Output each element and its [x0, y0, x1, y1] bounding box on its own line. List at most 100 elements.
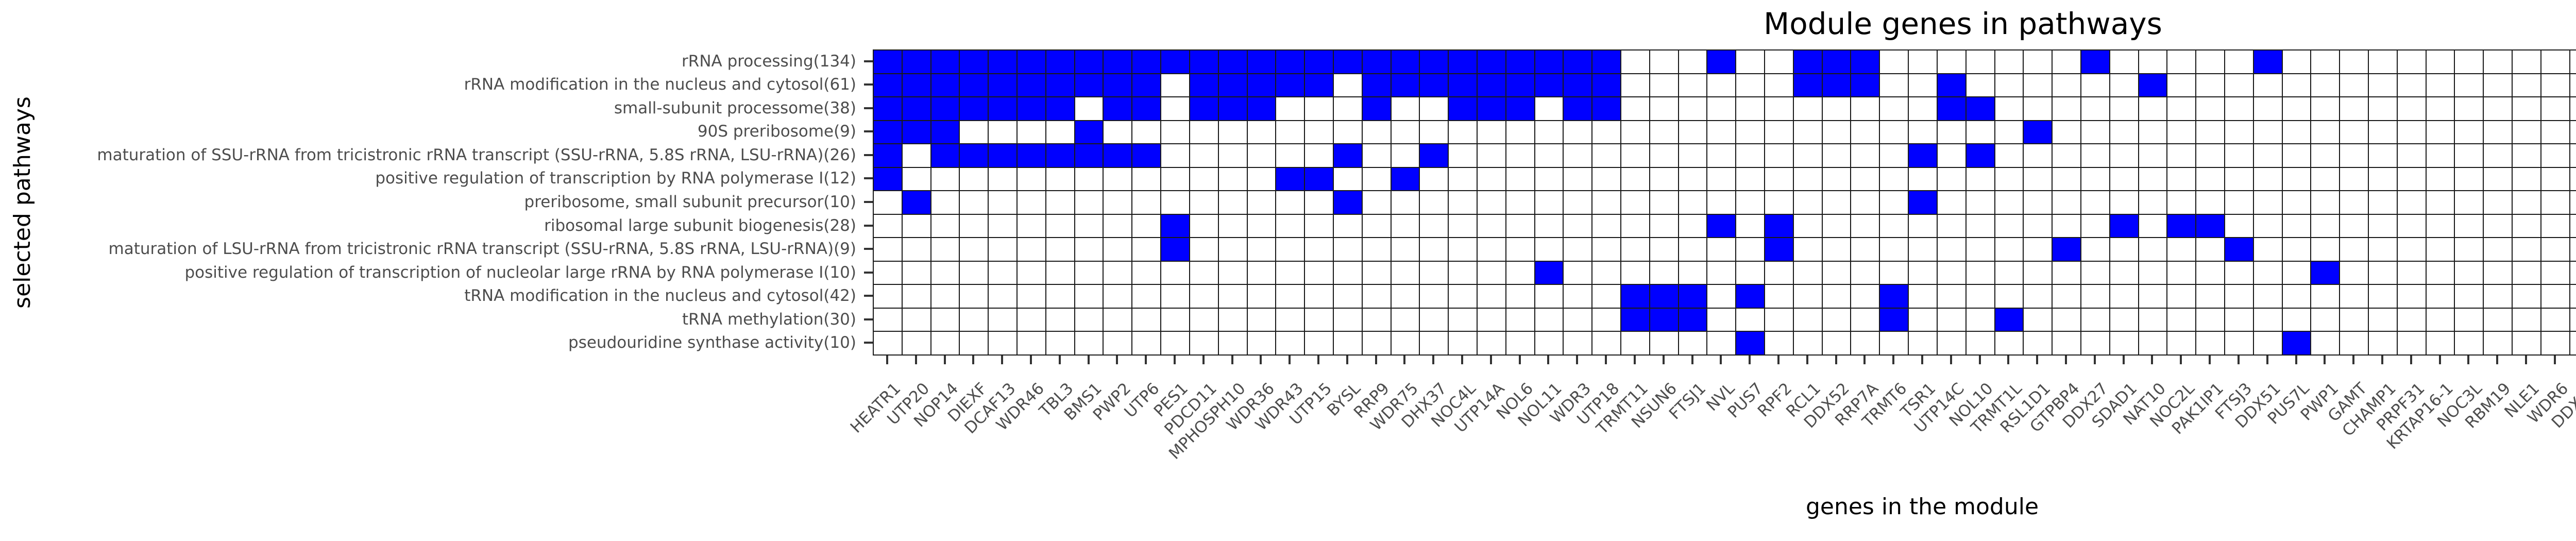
heatmap-cell — [2368, 308, 2397, 332]
heatmap-cell — [2397, 261, 2426, 285]
heatmap-cell — [1333, 308, 1362, 332]
heatmap-cell — [2253, 308, 2282, 332]
heatmap-cell — [1477, 308, 1506, 332]
heatmap-cell — [2454, 261, 2484, 285]
heatmap-cell — [1678, 308, 1707, 332]
heatmap-cell — [1879, 331, 1909, 355]
heatmap-cell — [1247, 214, 1276, 238]
heatmap-cell — [1103, 261, 1132, 285]
heatmap-cell — [1505, 120, 1535, 144]
heatmap-cell — [1189, 284, 1218, 308]
y-axis-label: tRNA modification in the nucleus and cyt… — [464, 286, 856, 306]
heatmap-cell — [1017, 214, 1046, 238]
heatmap-cell — [1563, 284, 1592, 308]
heatmap-cell — [1994, 261, 2024, 285]
heatmap-cell — [1074, 50, 1104, 74]
heatmap-cell — [1045, 97, 1075, 121]
heatmap-cell — [1534, 73, 1564, 97]
heatmap-cell — [1362, 331, 1391, 355]
heatmap-cell — [1678, 191, 1707, 214]
heatmap-cell — [1736, 73, 1765, 97]
heatmap-cell — [2368, 284, 2397, 308]
heatmap-cell — [1391, 167, 1420, 191]
heatmap-cell — [1707, 120, 1736, 144]
heatmap-cell — [2454, 214, 2484, 238]
heatmap-cell — [1678, 50, 1707, 74]
heatmap-cell — [1765, 73, 1793, 97]
y-axis-label: positive regulation of transcription of … — [184, 263, 856, 282]
heatmap-cell — [2569, 73, 2576, 97]
y-axis-label: pseudouridine synthase activity(10) — [568, 333, 856, 352]
heatmap-cell — [1621, 331, 1650, 355]
heatmap-cell — [2023, 167, 2053, 191]
heatmap-cell — [2483, 284, 2513, 308]
heatmap-cell — [1678, 73, 1707, 97]
heatmap-cell — [2253, 97, 2282, 121]
heatmap-cell — [2023, 50, 2053, 74]
heatmap-cell — [2196, 167, 2225, 191]
heatmap-cell — [1161, 331, 1190, 355]
heatmap-cell — [1477, 284, 1506, 308]
heatmap-cell — [1908, 97, 1937, 121]
heatmap-cell — [873, 97, 902, 121]
heatmap-cell — [2080, 261, 2110, 285]
heatmap-cell — [2540, 50, 2570, 74]
heatmap-cell — [1276, 97, 1305, 121]
heatmap-cell — [2109, 284, 2139, 308]
heatmap-cell — [1477, 120, 1506, 144]
heatmap-cell — [1362, 284, 1391, 308]
heatmap-cell — [1132, 120, 1161, 144]
heatmap-cell — [2080, 50, 2110, 74]
heatmap-cell — [1045, 191, 1075, 214]
heatmap-cell — [2023, 120, 2053, 144]
heatmap-cell — [1045, 167, 1075, 191]
heatmap-cell — [2512, 261, 2541, 285]
heatmap-cell — [2512, 214, 2541, 238]
heatmap-cell — [1879, 191, 1909, 214]
heatmap-cell — [2368, 50, 2397, 74]
heatmap-cell — [1045, 144, 1075, 167]
heatmap-cell — [1419, 167, 1449, 191]
heatmap-cell — [1621, 214, 1650, 238]
heatmap-cell — [2080, 331, 2110, 355]
heatmap-cell — [1477, 191, 1506, 214]
heatmap-cell — [2138, 144, 2167, 167]
heatmap-cell — [1793, 120, 1822, 144]
heatmap-cell — [2052, 191, 2081, 214]
x-tick — [1720, 356, 1722, 364]
heatmap-cell — [1448, 120, 1477, 144]
heatmap-cell — [1908, 167, 1937, 191]
heatmap-cell — [1707, 50, 1736, 74]
heatmap-cell — [2138, 238, 2167, 261]
heatmap-cell — [873, 214, 902, 238]
heatmap-cell — [2569, 284, 2576, 308]
heatmap-cell — [2311, 50, 2340, 74]
heatmap-cell — [1391, 144, 1420, 167]
heatmap-cell — [1707, 284, 1736, 308]
heatmap-cell — [1965, 308, 1995, 332]
heatmap-cell — [1707, 73, 1736, 97]
y-axis-label: small-subunit processome(38) — [614, 98, 856, 117]
heatmap-cell — [2282, 261, 2311, 285]
heatmap-cell — [2253, 261, 2282, 285]
heatmap-cell — [2368, 331, 2397, 355]
x-tick — [2381, 356, 2383, 364]
heatmap-cell — [2282, 120, 2311, 144]
x-tick — [1777, 356, 1780, 364]
heatmap-cell — [1592, 144, 1621, 167]
heatmap-cell — [959, 214, 989, 238]
heatmap-cell — [1017, 97, 1046, 121]
heatmap-cell — [1247, 144, 1276, 167]
heatmap-cell — [2023, 284, 2053, 308]
heatmap-cell — [1678, 97, 1707, 121]
heatmap-cell — [2196, 214, 2225, 238]
x-tick — [2007, 356, 2010, 364]
heatmap-cell — [2540, 191, 2570, 214]
heatmap-cell — [1247, 167, 1276, 191]
heatmap-cell — [1678, 238, 1707, 261]
heatmap-cell — [2483, 73, 2513, 97]
x-tick — [1461, 356, 1464, 364]
heatmap-cell — [1391, 50, 1420, 74]
heatmap-cell — [2540, 284, 2570, 308]
